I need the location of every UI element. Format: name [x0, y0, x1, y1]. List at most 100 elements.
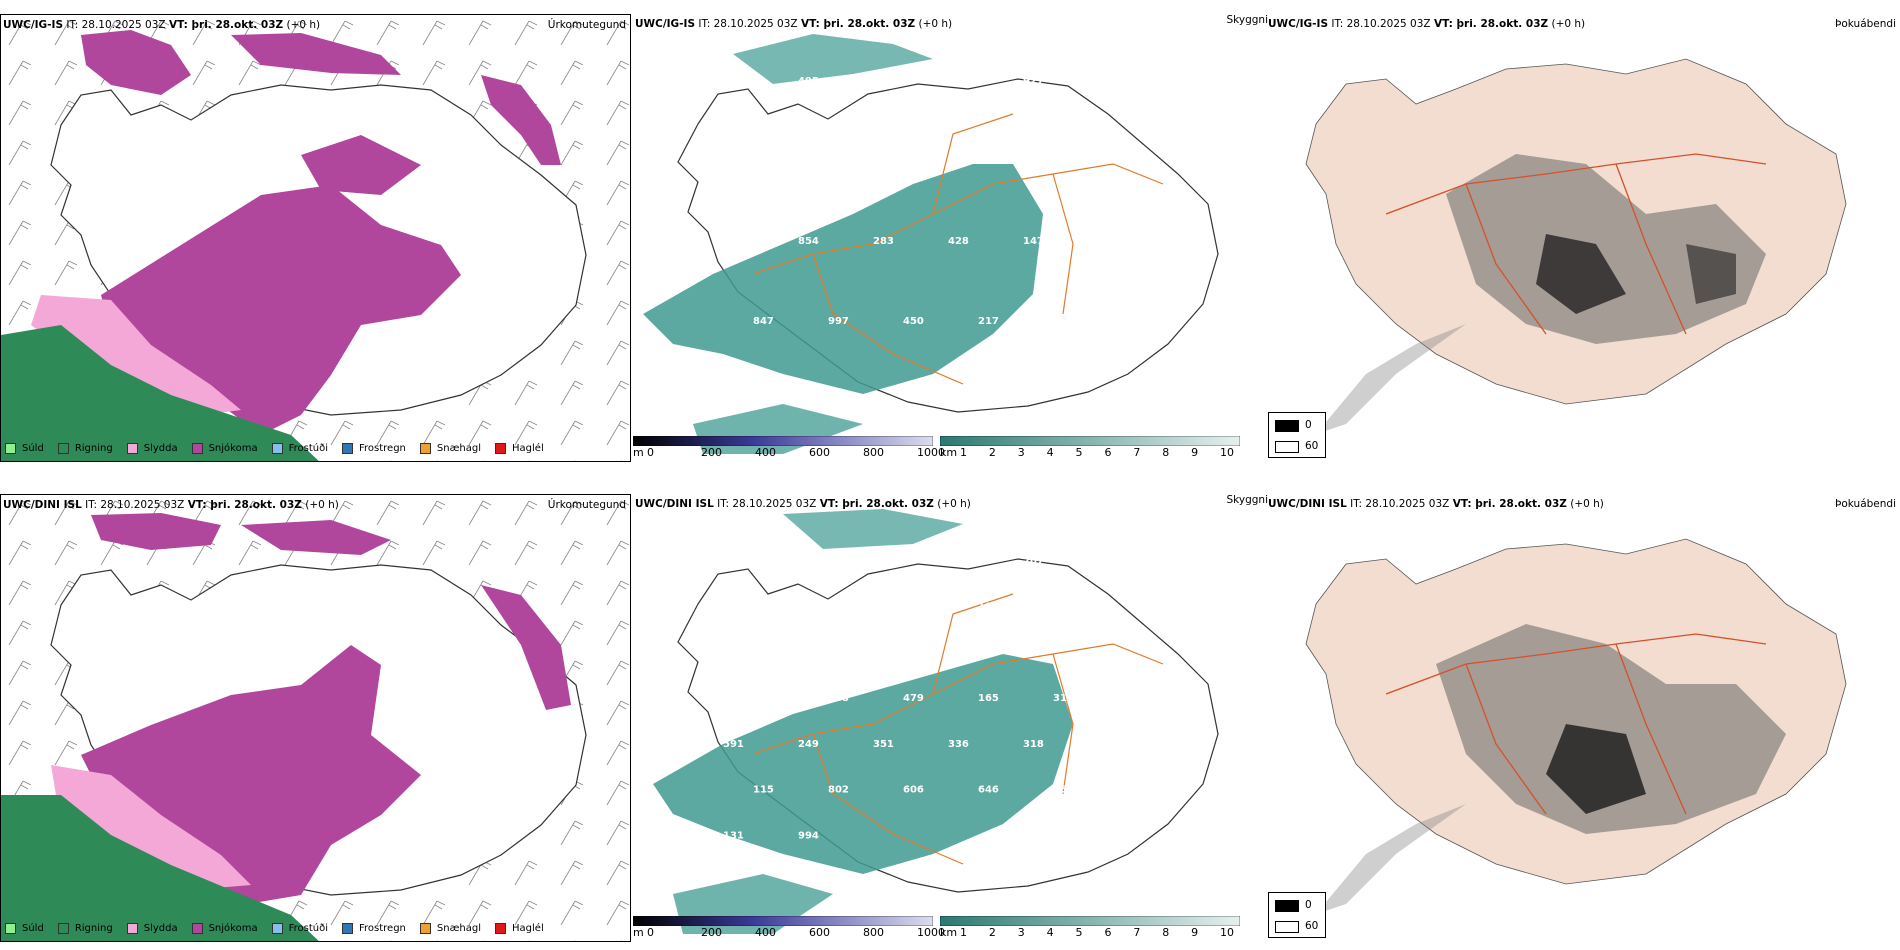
snow-area — [481, 75, 561, 165]
visibility-value: 249 — [798, 739, 819, 750]
legend-label: Frostregn — [359, 923, 406, 934]
colorbar-tick: 4 — [1046, 446, 1054, 459]
visibility-value: 147 — [1023, 236, 1044, 247]
visibility-value: 235 — [828, 156, 849, 167]
colorbar-tick: 4 — [1046, 926, 1054, 939]
fog-swatch-white — [1275, 921, 1299, 933]
visibility-value: 412 — [1128, 693, 1149, 704]
legend-label: Rigning — [74, 443, 113, 454]
cloudbase-colorbar-bottom: m 0 200 400 600 800 1000 — [632, 915, 945, 942]
visibility-value: 381 — [1128, 785, 1149, 796]
fog-area — [1536, 234, 1626, 314]
legend-swatch — [271, 923, 283, 934]
panel-label: Úrkomutegund — [547, 19, 626, 31]
legend-label: Frostregn — [359, 443, 406, 454]
panel-label: Úrkomutegund — [547, 499, 626, 511]
visibility-value: 316 — [1053, 693, 1074, 704]
road-network — [752, 593, 1164, 865]
colorbar-tick: 8 — [1162, 446, 1170, 459]
fog-legend: 0 60 — [1268, 892, 1326, 938]
legend-label: Haglél — [512, 443, 544, 454]
legend-label: Rigning — [74, 923, 113, 934]
road-network — [752, 113, 1164, 385]
panel-label: Skyggni — [1226, 494, 1269, 506]
visibility-area — [733, 34, 933, 84]
visibility-value: 355 — [723, 236, 744, 247]
visibility-value: 528 — [753, 602, 774, 613]
panel-title: UWC/IG-IS IT: 28.10.2025 03Z VT: þri. 28… — [635, 18, 953, 30]
precip-panel-top: UWC/IG-IS IT: 28.10.2025 03Z VT: þri. 28… — [0, 14, 631, 462]
rain-area — [1, 795, 319, 941]
visibility-value: 102 — [978, 602, 999, 613]
legend-swatch — [495, 443, 507, 454]
visibility-values: 344 341 384 522 207 351 528 392 925 102 506 199 460 5… — [723, 556, 1149, 841]
colorbar-tick: 6 — [1104, 446, 1112, 459]
visibility-value: 28651 — [723, 76, 758, 87]
colorbar-tick: 9 — [1191, 926, 1199, 939]
visibility-value: 522 — [948, 556, 969, 567]
cloudbase-gradient — [632, 915, 934, 927]
fog-area — [1446, 154, 1766, 344]
visibility-value: 606 — [903, 785, 924, 796]
legend-swatch — [495, 923, 507, 934]
fog-tick-0: 0 — [1305, 419, 1312, 431]
fog-swatch-white — [1275, 441, 1299, 453]
visibility-value: 981 — [1098, 236, 1119, 247]
legend-label: Súld — [22, 443, 44, 454]
fog-plume — [1316, 804, 1466, 914]
legend-swatch — [419, 443, 431, 454]
cloudbase-unit: m — [633, 446, 644, 459]
visibility-value: 428 — [948, 236, 969, 247]
legend-swatch — [342, 443, 353, 454]
fog-plume — [1316, 324, 1466, 434]
sleet-area — [31, 295, 241, 415]
panel-title: UWC/DINI ISL IT: 28.10.2025 03Z VT: þri.… — [635, 498, 971, 510]
visibility-area — [643, 164, 1043, 394]
legend-item: Haglél — [495, 923, 544, 934]
visibility-value: 187 — [1128, 316, 1149, 327]
legend-swatch — [57, 923, 69, 934]
colorbar-tick: 7 — [1133, 926, 1141, 939]
legend-label: Haglél — [512, 923, 544, 934]
fog-tick-60: 60 — [1305, 440, 1319, 452]
visibility-panel-bottom: UWC/DINI ISL IT: 28.10.2025 03Z VT: þri.… — [633, 494, 1268, 942]
visibility-map: 28651 495 877 95 927 143 158 235 26 377 537 148 355 8… — [643, 34, 1219, 454]
colorbar-tick: 1 — [960, 446, 967, 459]
fog-area — [1546, 724, 1646, 814]
legend-item: Slydda — [126, 923, 178, 934]
fog-swatch-black — [1275, 420, 1299, 432]
legend-item: Frostúði — [271, 443, 328, 454]
legend-item: Frostregn — [342, 923, 406, 934]
colorbar-tick: 800 — [863, 446, 884, 459]
road-network — [1385, 633, 1767, 815]
legend-swatch — [5, 443, 16, 454]
legend-label: Frostúði — [288, 443, 328, 454]
visibility-value: 189 — [1098, 647, 1119, 658]
visibility-value: 283 — [873, 236, 894, 247]
fog-legend: 0 60 — [1268, 412, 1326, 458]
visibility-value: 319 — [1053, 316, 1074, 327]
cloudbase-colorbar-top: m 0 200 400 600 800 1000 — [632, 435, 945, 462]
panel-title: UWC/IG-IS IT: 28.10.2025 03Z VT: þri. 28… — [1268, 18, 1586, 30]
legend-item: Snjókoma — [191, 923, 258, 934]
visibility-value: 646 — [978, 785, 999, 796]
colorbar-tick: 5 — [1075, 446, 1083, 459]
legend-swatch — [191, 443, 203, 454]
colorbar-tick: 3 — [1017, 446, 1025, 459]
visibility-value: 583 — [798, 647, 819, 658]
visibility-value: 537 — [1053, 156, 1074, 167]
visibility-value: 351 — [1098, 556, 1119, 567]
visibility-value: 450 — [903, 316, 924, 327]
legend-swatch — [126, 923, 138, 934]
visibility-value: 256 — [1053, 785, 1074, 796]
visibility-area — [783, 509, 963, 549]
colorbar-tick: 600 — [809, 926, 830, 939]
colorbar-tick: 200 — [701, 926, 722, 939]
colorbar-tick: 3 — [1017, 926, 1025, 939]
colorbar-tick: 1000 — [917, 926, 945, 939]
visibility-gradient — [939, 435, 1241, 447]
fog-tick-60: 60 — [1305, 920, 1319, 932]
fog-map — [1305, 58, 1847, 434]
legend-label: Snæhagl — [436, 923, 482, 934]
colorbar-tick: 10 — [1220, 926, 1234, 939]
